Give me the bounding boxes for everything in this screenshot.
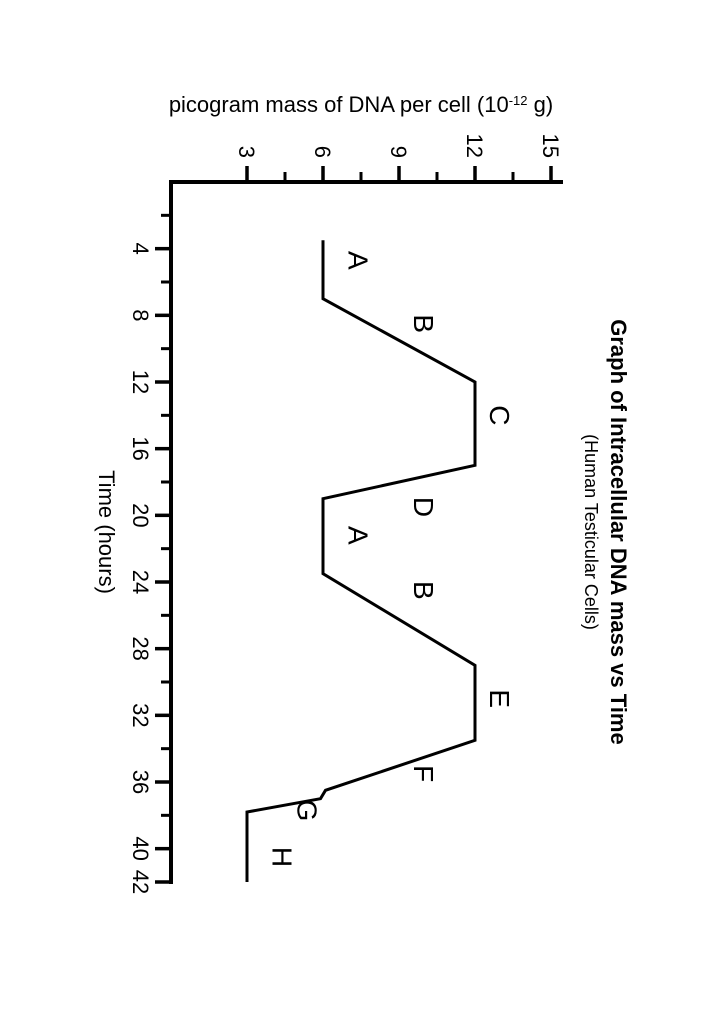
x-tick-label: 16 (128, 436, 153, 460)
x-tick-label: 8 (128, 309, 153, 321)
annotation-b: B (408, 581, 439, 600)
x-tick-label: 28 (128, 636, 153, 660)
annotation-b: B (408, 314, 439, 333)
y-tick-label: 3 (234, 146, 259, 158)
x-tick-label: 42 (128, 870, 153, 894)
y-tick-label: 12 (462, 134, 487, 158)
x-tick-label: 32 (128, 703, 153, 727)
y-tick-label: 9 (386, 146, 411, 158)
x-tick-label: 12 (128, 370, 153, 394)
chart-subtitle: (Human Testicular Cells) (581, 434, 601, 630)
x-tick-label: 40 (128, 836, 153, 860)
line-chart: Graph of Intracellular DNA mass vs Time(… (51, 62, 651, 962)
annotation-c: C (484, 405, 515, 425)
x-tick-label: 36 (128, 770, 153, 794)
annotation-a: A (342, 251, 373, 270)
annotation-e: E (484, 689, 515, 708)
annotation-g: G (292, 799, 323, 821)
annotation-a: A (342, 526, 373, 545)
y-axis-label: picogram mass of DNA per cell (10-12 g) (169, 92, 553, 117)
data-line (247, 240, 475, 882)
y-tick-label: 15 (538, 134, 563, 158)
x-tick-label: 20 (128, 503, 153, 527)
chart-container: Graph of Intracellular DNA mass vs Time(… (51, 62, 651, 962)
x-axis-label: Time (hours) (94, 470, 119, 594)
x-tick-label: 24 (128, 570, 153, 594)
y-tick-label: 6 (310, 146, 335, 158)
annotation-d: D (408, 497, 439, 517)
annotation-f: F (408, 765, 439, 782)
x-tick-label: 4 (128, 243, 153, 255)
chart-title: Graph of Intracellular DNA mass vs Time (606, 319, 631, 744)
annotation-h: H (266, 847, 297, 867)
